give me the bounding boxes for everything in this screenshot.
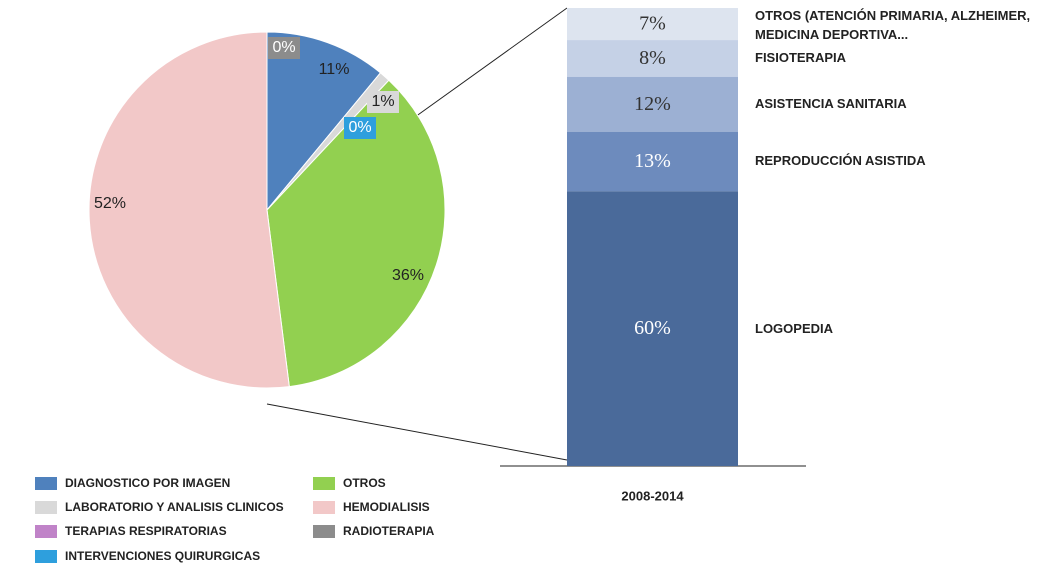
legend-swatch <box>35 501 57 514</box>
pie-slice <box>88 31 290 389</box>
data-label: 12% <box>634 93 671 115</box>
pie-slice <box>266 31 382 212</box>
legend-swatch <box>313 477 335 490</box>
data-label: 0% <box>272 39 295 56</box>
data-label: 11% <box>319 61 350 78</box>
bar-segment <box>567 76 738 132</box>
legend-label: LABORATORIO Y ANALISIS CLINICOS <box>65 500 284 514</box>
label-box <box>367 91 399 113</box>
series-label-text: OTROS (ATENCIÓN PRIMARIA, ALZHEIMER, MED… <box>755 8 1031 43</box>
data-label: 7% <box>639 13 666 35</box>
series-label: ASISTENCIA SANITARIA <box>755 96 907 112</box>
series-label-text: ASISTENCIA SANITARIA <box>755 96 907 112</box>
x-tick-label: 2008-2014 <box>621 488 684 503</box>
data-label: 13% <box>634 150 671 172</box>
legend-label: HEMODIALISIS <box>343 500 430 514</box>
data-label: 0% <box>348 119 371 136</box>
legend-label: TERAPIAS RESPIRATORIAS <box>65 524 227 538</box>
legend-label: INTERVENCIONES QUIRURGICAS <box>65 549 260 563</box>
data-label: 8% <box>639 47 666 69</box>
bar-segment <box>567 40 738 77</box>
series-label: LOGOPEDIA <box>755 320 834 336</box>
legend-swatch <box>313 525 335 538</box>
data-label: 60% <box>634 317 671 339</box>
legend-swatch <box>35 550 57 563</box>
series-label-text: FISIOTERAPIA <box>755 50 847 66</box>
series-label: OTROS (ATENCIÓN PRIMARIA, ALZHEIMER, MED… <box>755 8 1031 43</box>
bar-segment <box>567 191 738 466</box>
series-label-text: LOGOPEDIA <box>755 320 834 336</box>
legend-label: DIAGNOSTICO POR IMAGEN <box>65 476 230 490</box>
legend-swatch <box>35 525 57 538</box>
bar-segment <box>567 8 738 41</box>
series-label-text: REPRODUCCIÓN ASISTIDA <box>755 153 926 169</box>
connector-line <box>414 7 568 118</box>
legend-swatch <box>313 501 335 514</box>
series-label: REPRODUCCIÓN ASISTIDA <box>755 153 926 169</box>
connector-line <box>266 403 568 461</box>
series-label: FISIOTERAPIA <box>755 50 847 66</box>
label-box <box>344 117 376 139</box>
pie-slice <box>266 79 446 388</box>
legend-swatch <box>35 477 57 490</box>
data-label: 36% <box>392 267 424 284</box>
data-label: 52% <box>94 195 126 212</box>
data-label: 1% <box>371 93 394 110</box>
label-box <box>268 37 300 59</box>
legend-label: RADIOTERAPIA <box>343 524 435 538</box>
bar-segment <box>567 131 738 192</box>
legend-label: OTROS <box>343 476 386 490</box>
